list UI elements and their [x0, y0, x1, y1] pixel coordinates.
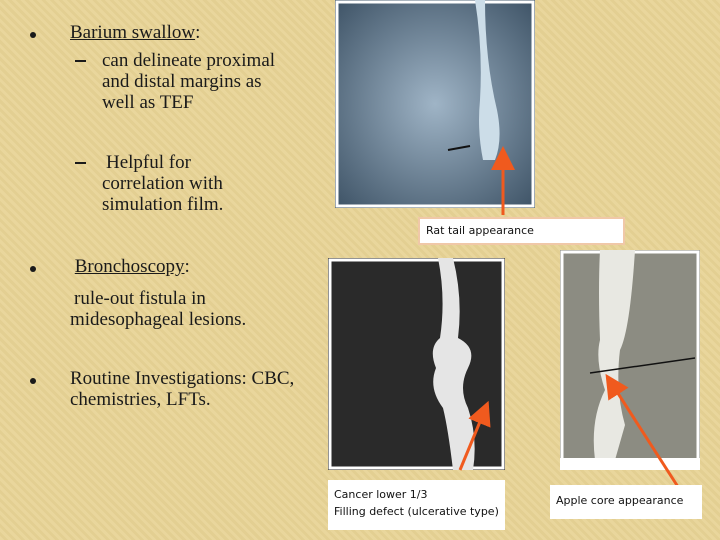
bullet-suffix: : [195, 22, 201, 43]
sub-bullet [75, 162, 86, 164]
xray-image [328, 258, 505, 470]
sub-bullet [75, 60, 86, 62]
bullet [30, 266, 36, 272]
sub-text: Helpful for correlation with simulation … [102, 152, 224, 215]
bullet-title: Barium swallow [70, 22, 196, 43]
bullet-text: Routine Investigations: CBC, chemistries… [70, 368, 295, 410]
bullet-text: Bronchoscopy: [70, 256, 320, 277]
bullet [30, 378, 36, 384]
bullet-title: Bronchoscopy [74, 256, 185, 277]
bullet [30, 32, 36, 38]
caption-line: Cancer lower 1/3 [334, 488, 428, 501]
bullet-suffix: : [184, 256, 190, 277]
caption: Rat tail appearance [418, 217, 625, 245]
bullet-text: Barium swallow: [70, 22, 320, 43]
caption: Cancer lower 1/3 Filling defect (ulcerati… [328, 480, 505, 530]
bullet-body: rule-out fistula in midesophageal lesion… [70, 288, 247, 330]
caption-line: Filling defect (ulcerative type) [334, 505, 499, 518]
caption: Apple core appearance [550, 485, 702, 519]
sub-text: can delineate proximal and distal margin… [102, 50, 276, 113]
xray-image [560, 250, 700, 470]
